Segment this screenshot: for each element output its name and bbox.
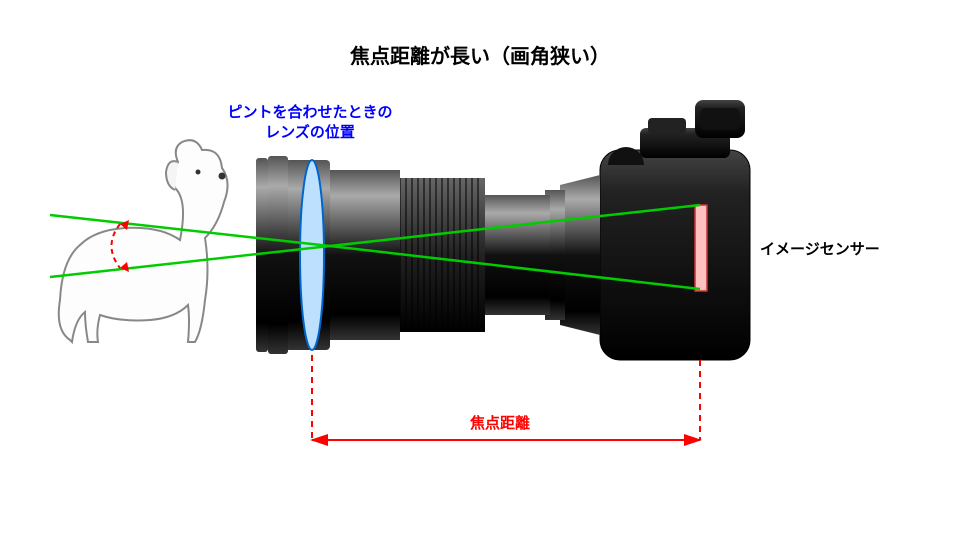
diagram-svg [0, 0, 960, 540]
image-sensor [695, 205, 707, 291]
focal-length-lines [312, 355, 700, 440]
camera-body [600, 100, 750, 360]
lens-element [300, 160, 324, 350]
dog-illustration [59, 140, 228, 342]
